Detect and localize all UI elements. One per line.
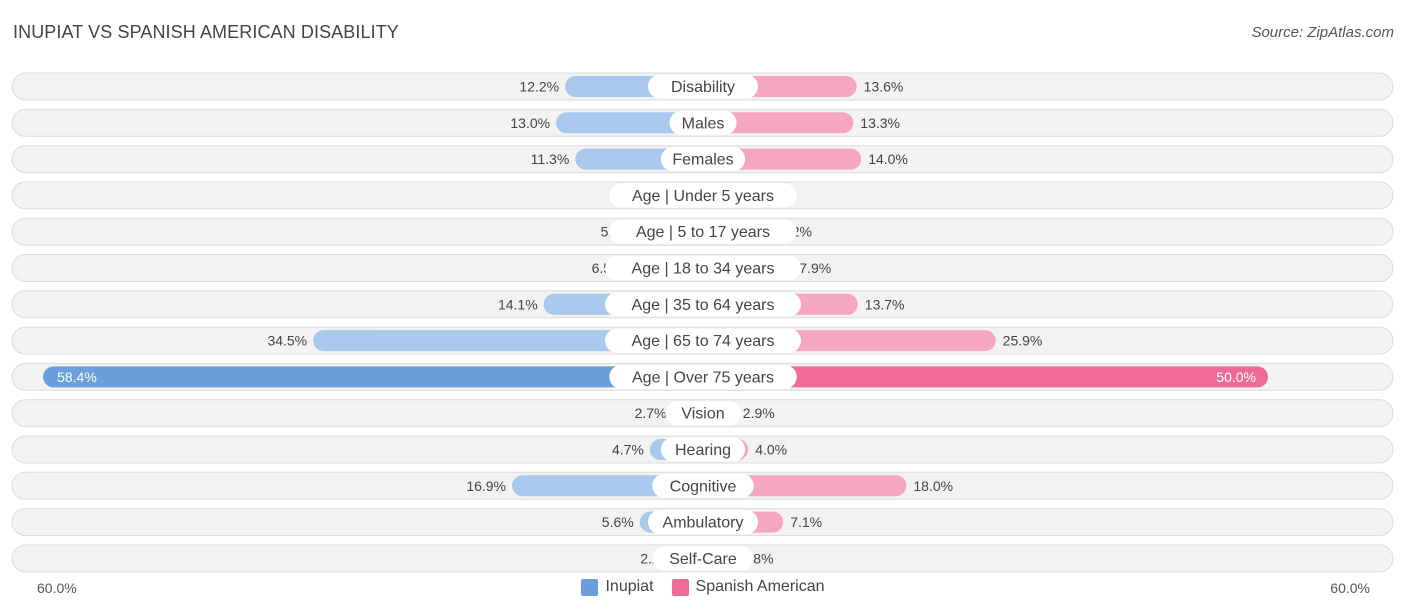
value-label-spanish-american: 2.9% [743, 405, 775, 421]
value-label-spanish-american: 7.9% [799, 260, 831, 276]
category-pill [609, 219, 797, 244]
bar-spanish-american [703, 475, 907, 497]
value-label-inupiat: 14.1% [498, 296, 538, 312]
value-label-spanish-american: 13.3% [860, 115, 900, 131]
category-pill [665, 401, 741, 426]
value-label-spanish-american: 50.0% [1216, 369, 1256, 385]
category-label: Hearing [675, 442, 731, 459]
value-label-inupiat: 16.9% [466, 478, 506, 494]
legend-label-inupiat: Inupiat [605, 578, 654, 595]
category-pill [648, 74, 758, 99]
category-label: Females [672, 152, 733, 169]
category-label: Cognitive [670, 478, 737, 495]
bar-spanish-american [703, 112, 854, 134]
category-pill [669, 110, 737, 135]
axis-right-label: 60.0% [1330, 580, 1370, 596]
category-pill [605, 328, 801, 353]
category-label: Age | Under 5 years [632, 188, 774, 205]
category-label: Self-Care [669, 551, 737, 568]
value-label-inupiat: 11.3% [531, 151, 570, 167]
value-label-spanish-american: 4.0% [755, 442, 787, 458]
bar-spanish-american [703, 366, 1268, 388]
legend: Inupiat Spanish American [0, 578, 1406, 596]
value-label-inupiat: 34.5% [267, 333, 307, 349]
category-pill [648, 510, 758, 535]
bar-inupiat [313, 330, 703, 352]
category-label: Age | 35 to 64 years [632, 297, 775, 314]
legend-label-spanish-american: Spanish American [695, 578, 825, 595]
source-label: Source: ZipAtlas.com [1251, 24, 1394, 41]
axis-left-label: 60.0% [37, 580, 77, 596]
value-label-spanish-american: 25.9% [1003, 333, 1043, 349]
bar-inupiat [556, 112, 703, 134]
category-pill [605, 256, 801, 280]
value-label-inupiat: 2.7% [635, 405, 667, 421]
category-label: Ambulatory [663, 515, 744, 532]
category-label: Vision [681, 406, 724, 423]
category-pill [609, 183, 797, 208]
category-label: Age | Over 75 years [632, 369, 774, 386]
category-label: Age | 5 to 17 years [636, 224, 770, 241]
value-label-spanish-american: 14.0% [868, 151, 908, 167]
legend-item-inupiat: Inupiat [581, 578, 654, 596]
legend-swatch-spanish-american [671, 578, 689, 596]
category-label: Disability [671, 79, 735, 96]
value-label-spanish-american: 7.1% [790, 514, 822, 530]
value-label-inupiat: 5.6% [602, 514, 634, 530]
value-label-inupiat: 4.7% [612, 442, 644, 458]
category-pill [652, 473, 754, 498]
value-label-inupiat: 12.2% [519, 79, 559, 95]
category-pill [652, 546, 754, 571]
category-pill [609, 364, 797, 389]
category-pill [605, 292, 801, 317]
legend-swatch-inupiat [581, 578, 599, 596]
chart-title: INUPIAT VS SPANISH AMERICAN DISABILITY [13, 22, 399, 42]
category-label: Males [682, 115, 725, 132]
value-label-inupiat: 58.4% [57, 369, 97, 385]
chart-svg: 12.2% 13.6% Disability 13.0% 13.3% Males 11.3%… [11, 72, 1394, 573]
bar-inupiat [43, 366, 703, 388]
category-label: Age | 65 to 74 years [632, 333, 775, 350]
category-pill [660, 437, 746, 462]
category-label: Age | 18 to 34 years [632, 261, 775, 278]
value-label-spanish-american: 18.0% [913, 478, 953, 494]
value-label-inupiat: 13.0% [510, 115, 550, 131]
value-label-spanish-american: 13.6% [864, 79, 904, 95]
value-label-spanish-american: 13.7% [865, 296, 905, 312]
legend-item-spanish-american: Spanish American [671, 578, 825, 596]
category-pill [660, 147, 746, 172]
